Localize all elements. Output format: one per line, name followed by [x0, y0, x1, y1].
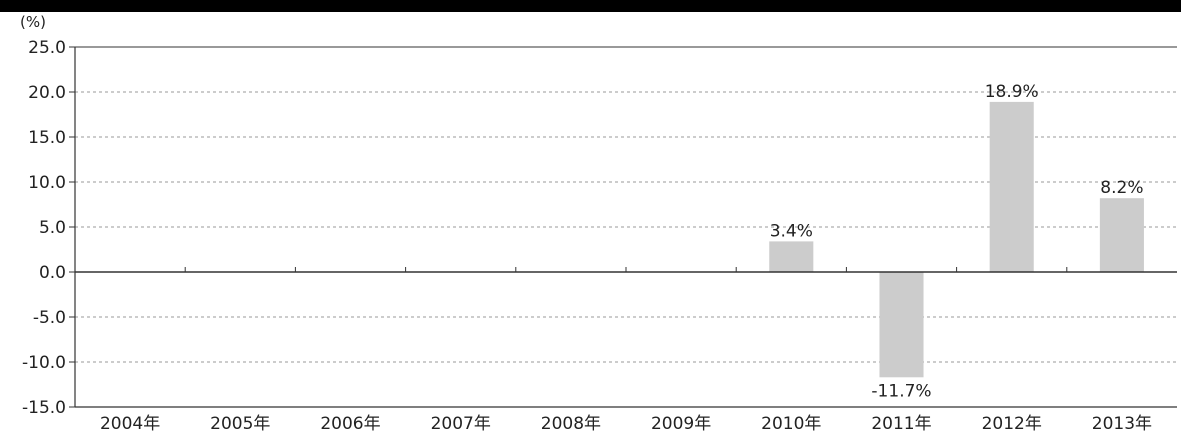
data-label: 8.2% — [1100, 178, 1143, 198]
y-tick-label: 25.0 — [28, 38, 66, 58]
bar — [769, 241, 814, 272]
x-tick-label: 2011年 — [871, 414, 931, 434]
x-tick-label: 2012年 — [982, 414, 1042, 434]
y-axis-unit-label: (%) — [20, 13, 46, 31]
x-tick-label: 2005年 — [210, 414, 270, 434]
bar — [989, 101, 1034, 273]
x-tick-label: 2004年 — [100, 414, 160, 434]
y-tick-label: 5.0 — [39, 218, 66, 238]
top-header-bar — [0, 0, 1181, 12]
data-label: -11.7% — [871, 381, 931, 401]
axes — [69, 46, 1177, 408]
y-tick-label: 0.0 — [39, 263, 66, 283]
x-tick-label: 2006年 — [320, 414, 380, 434]
y-tick-label: -15.0 — [22, 398, 66, 418]
y-tick-label: 10.0 — [28, 173, 66, 193]
x-tick-label: 2008年 — [541, 414, 601, 434]
x-tick-label: 2007年 — [431, 414, 491, 434]
y-tick-label: 20.0 — [28, 83, 66, 103]
bar — [879, 272, 924, 378]
y-tick-label: -5.0 — [33, 308, 66, 328]
data-label: 18.9% — [985, 82, 1039, 102]
labels: 25.0 20.0 15.0 10.0 5.0 0.0 -5.0 -10.0 -15.0 2004… — [22, 38, 1152, 434]
x-tick-label: 2013年 — [1092, 414, 1152, 434]
y-tick-label: -10.0 — [22, 353, 66, 373]
bars — [769, 101, 1144, 378]
x-tick-label: 2010年 — [761, 414, 821, 434]
data-label: 3.4% — [770, 221, 813, 241]
bar — [1099, 198, 1144, 272]
x-tick-label: 2009年 — [651, 414, 711, 434]
y-tick-label: 15.0 — [28, 128, 66, 148]
